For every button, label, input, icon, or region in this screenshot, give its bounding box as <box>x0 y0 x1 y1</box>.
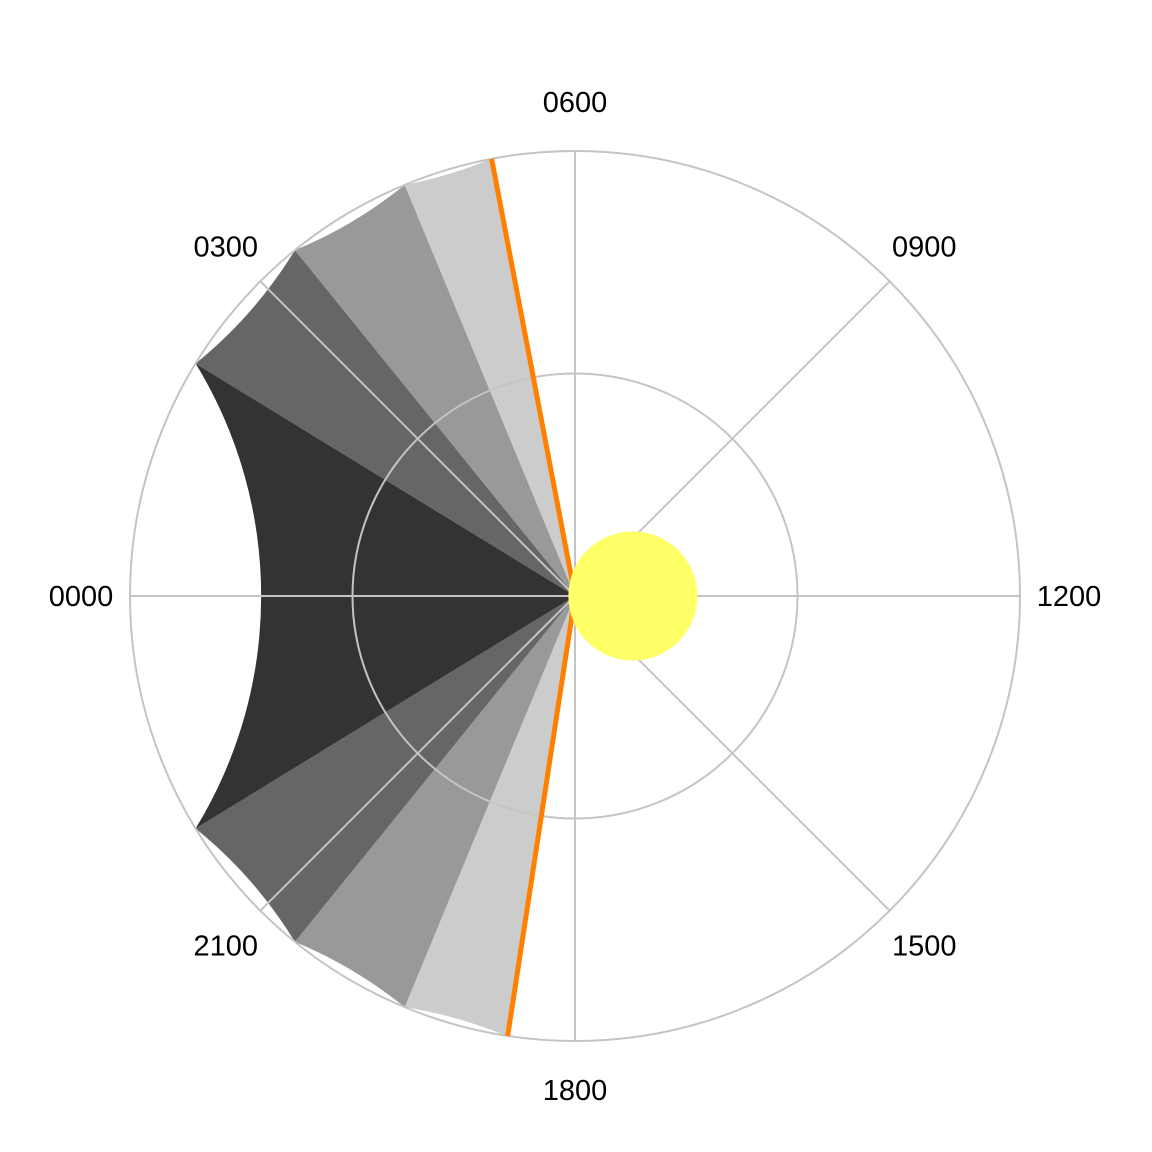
sector-0 <box>404 596 575 1036</box>
sun-layer <box>568 531 698 661</box>
sector-6 <box>404 159 575 596</box>
spoke-2100 <box>259 595 576 912</box>
tick-label-2100: 2100 <box>193 930 258 962</box>
sector-5 <box>294 184 575 596</box>
angular-tick-labels: 0000 0300 0600 0900 1200 1500 1800 2100 <box>49 87 1101 1107</box>
tick-label-0600: 0600 <box>543 87 608 119</box>
tick-label-1500: 1500 <box>892 930 957 962</box>
sector-2 <box>195 596 575 942</box>
tick-label-0900: 0900 <box>892 232 957 264</box>
sector-1 <box>294 596 575 1008</box>
sector-4 <box>195 250 575 597</box>
twilight-marker-1 <box>505 595 578 1037</box>
sun-marker <box>568 531 698 661</box>
spoke-0300 <box>259 280 576 597</box>
tick-label-0300: 0300 <box>193 232 258 264</box>
markers-layer <box>489 158 578 1037</box>
tick-label-1200: 1200 <box>1037 581 1102 613</box>
tick-label-0000: 0000 <box>49 581 114 613</box>
tick-label-1800: 1800 <box>543 1075 608 1107</box>
twilight-marker-0 <box>489 158 578 597</box>
